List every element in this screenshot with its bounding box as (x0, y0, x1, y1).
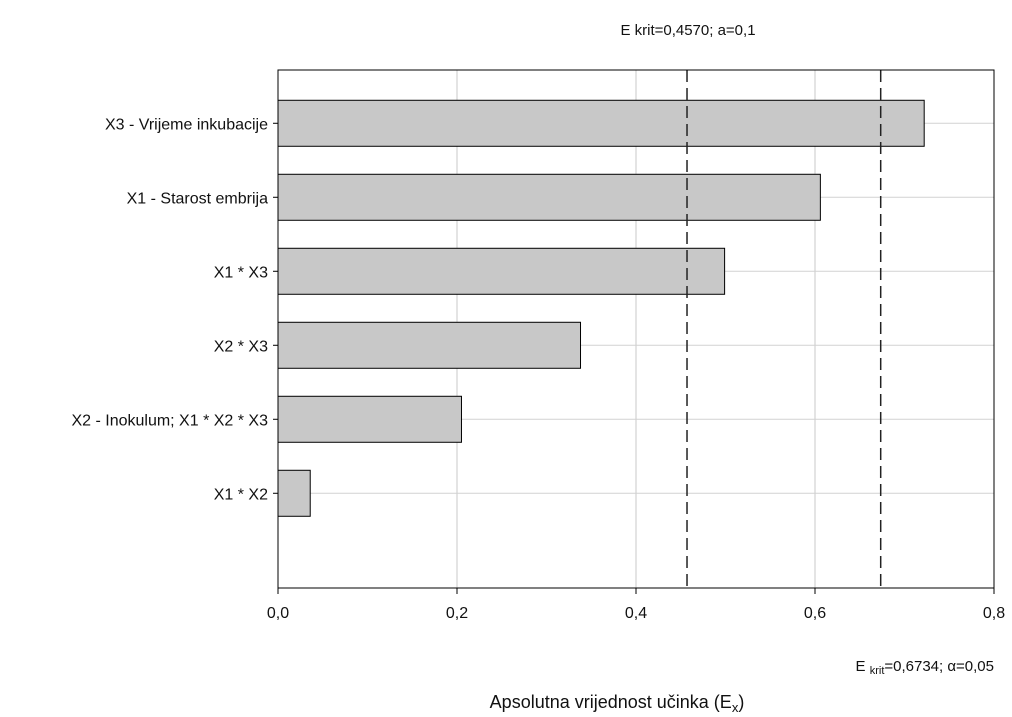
category-label: X2 - Inokulum; X1 * X2 * X3 (71, 412, 268, 429)
bars (277, 99, 925, 517)
bar (277, 173, 821, 221)
category-label: X1 - Starost embrija (127, 190, 268, 207)
category-label: X1 * X3 (214, 264, 268, 281)
x-tick-label: 0,2 (446, 605, 468, 622)
bar (277, 395, 462, 443)
category-label: X1 * X2 (214, 486, 268, 503)
x-tick-label: 0,6 (804, 605, 826, 622)
x-tick-label: 0,8 (983, 605, 1005, 622)
bar (277, 469, 311, 517)
bar (277, 321, 582, 369)
bar (277, 247, 726, 295)
threshold-top-label: E krit=0,4570; a=0,1 (620, 22, 755, 39)
threshold-bottom-label: E krit=0,6734; α=0,05 (856, 658, 994, 677)
category-label: X2 * X3 (214, 338, 268, 355)
x-tick-label: 0,0 (267, 605, 289, 622)
x-axis-label: Apsolutna vrijednost učinka (Ex) (490, 692, 745, 715)
x-tick-labels: 0,0 0,2 0,4 0,6 0,8 (267, 588, 1005, 622)
category-labels: X3 - Vrijeme inkubacije X1 - Starost embr… (71, 116, 278, 503)
x-tick-label: 0,4 (625, 605, 647, 622)
category-label: X3 - Vrijeme inkubacije (105, 116, 268, 133)
bar (277, 99, 925, 147)
threshold-lines (686, 70, 882, 588)
